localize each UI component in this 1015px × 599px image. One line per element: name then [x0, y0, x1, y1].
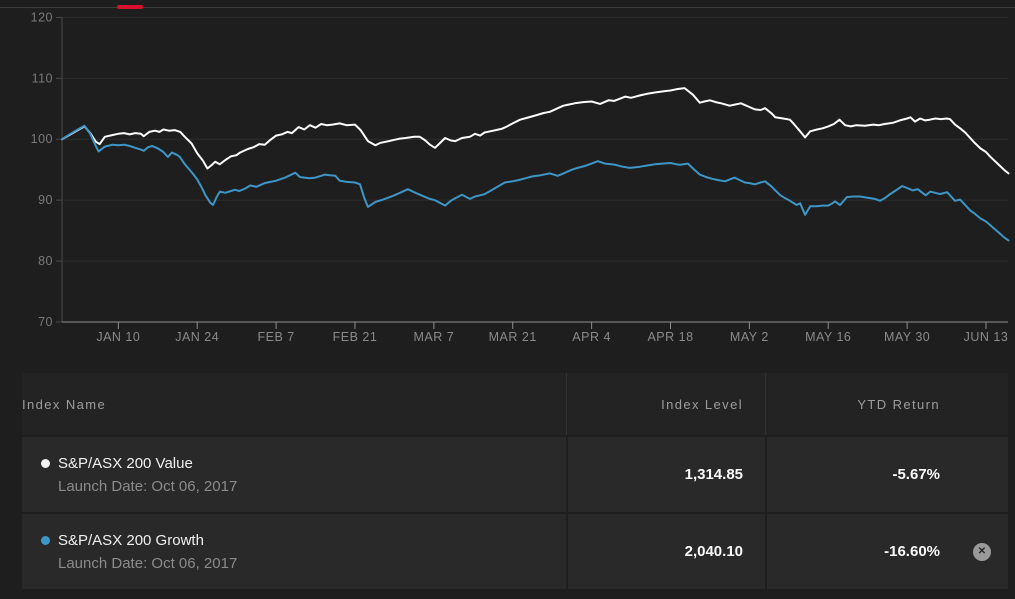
launch-date: Launch Date: Oct 06, 2017 [58, 477, 238, 495]
column-header-index-name: Index Name [22, 373, 566, 435]
chart-plot-area[interactable] [62, 17, 1008, 322]
series-color-dot [41, 535, 50, 545]
x-tick-label: MAY 16 [805, 330, 851, 344]
launch-date: Launch Date: Oct 06, 2017 [58, 554, 238, 572]
timeline-track[interactable] [0, 7, 1015, 8]
x-tick-label: JAN 10 [96, 330, 140, 344]
index-table: Index Name Index Level YTD Return S&P/AS… [22, 373, 1008, 589]
index-name-cell: S&P/ASX 200 Value Launch Date: Oct 06, 2… [22, 437, 566, 512]
y-tick-label: 110 [32, 71, 53, 85]
x-tick-label: JUN 13 [964, 330, 1009, 344]
index-level-value: 2,040.10 [684, 543, 743, 560]
ytd-return-value: -16.60% [884, 543, 940, 560]
column-header-label: Index Name [22, 396, 107, 412]
y-tick-label: 120 [31, 10, 53, 24]
series-color-dot [41, 458, 50, 468]
index-name: S&P/ASX 200 Growth [58, 531, 204, 549]
x-tick-label: APR 18 [647, 330, 693, 344]
performance-chart[interactable]: 70 80 90 100 110 120 JAN 10 JAN 24 FEB 7 FEB 21 MA… [0, 0, 1015, 352]
x-tick-label: MAR 21 [489, 330, 537, 344]
index-level-cell: 1,314.85 [566, 437, 765, 512]
table-row: S&P/ASX 200 Value Launch Date: Oct 06, 2… [22, 437, 1008, 512]
column-header-ytd-return: YTD Return [765, 373, 1008, 435]
table-row: S&P/ASX 200 Growth Launch Date: Oct 06, … [22, 514, 1008, 589]
x-tick-label: FEB 7 [257, 330, 294, 344]
ytd-return-value: -5.67% [892, 466, 940, 483]
remove-index-button[interactable]: ✕ [973, 542, 991, 561]
y-tick-label: 100 [31, 132, 53, 146]
index-level-cell: 2,040.10 [566, 514, 765, 589]
close-icon: ✕ [977, 545, 987, 557]
index-level-value: 1,314.85 [684, 466, 743, 483]
index-name-cell: S&P/ASX 200 Growth Launch Date: Oct 06, … [22, 514, 566, 589]
x-tick-label: MAR 7 [414, 330, 455, 344]
s-p-asx-200-growth-line [61, 124, 1010, 242]
ytd-return-cell: -16.60% ✕ [765, 514, 1008, 589]
x-tick-label: MAY 2 [730, 330, 769, 344]
column-header-label: YTD Return [857, 396, 940, 412]
column-header-index-level: Index Level [566, 373, 765, 435]
y-tick-label: 70 [38, 315, 53, 329]
x-tick-label: APR 4 [572, 330, 611, 344]
y-tick-label: 90 [38, 193, 53, 207]
x-tick-label: FEB 21 [333, 330, 378, 344]
x-tick-label: MAY 30 [884, 330, 930, 344]
table-header-row: Index Name Index Level YTD Return [22, 373, 1008, 435]
ytd-return-cell: -5.67% [765, 437, 1008, 512]
index-name: S&P/ASX 200 Value [58, 454, 193, 472]
s-p-asx-200-value-line [61, 87, 1010, 175]
column-header-label: Index Level [661, 396, 743, 412]
timeline-slider-handle[interactable] [117, 5, 143, 9]
x-tick-label: JAN 24 [175, 330, 219, 344]
y-tick-label: 80 [38, 254, 53, 268]
